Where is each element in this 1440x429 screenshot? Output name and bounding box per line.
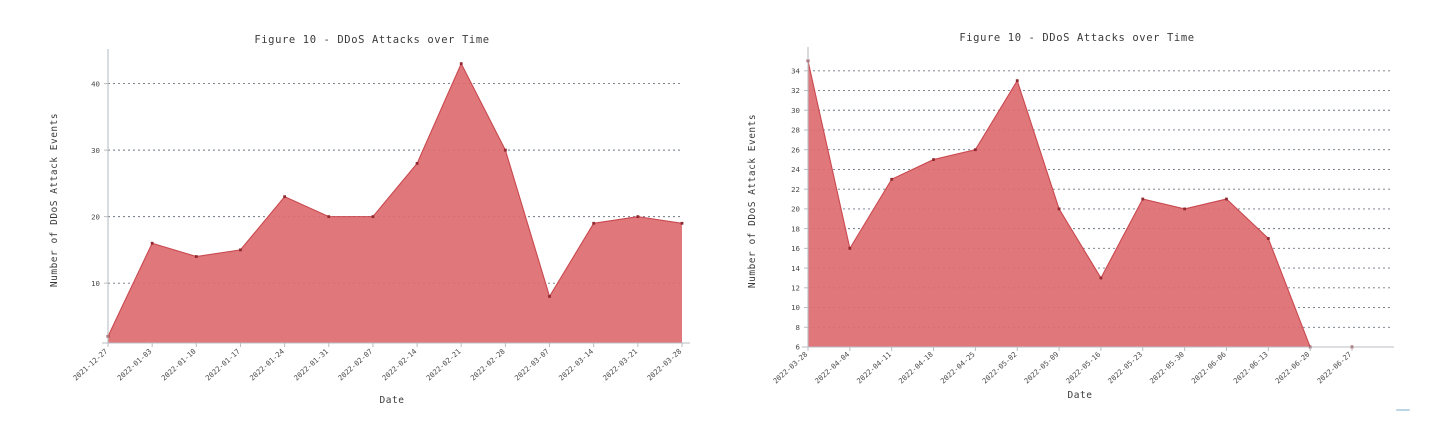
y-tick-label: 30 xyxy=(91,146,100,155)
x-tick-label: 2022-01-31 xyxy=(292,347,330,383)
x-axis-ticks: 2022-03-28 2022-04-04 2022-04-11 2022-04-18… xyxy=(771,347,1353,385)
data-point-marker xyxy=(848,246,852,250)
data-point-marker xyxy=(150,241,154,245)
area-series-line xyxy=(807,60,1352,348)
data-point-marker xyxy=(1266,237,1270,240)
x-tick-label: 2022-04-25 xyxy=(939,350,977,386)
data-point-marker xyxy=(680,221,684,225)
y-tick-label: 10 xyxy=(91,279,100,288)
y-axis-ticks: 10 20 30 40 xyxy=(91,79,108,288)
y-tick-label: 6 xyxy=(796,343,800,352)
data-point-marker xyxy=(1141,197,1145,201)
y-tick-label: 10 xyxy=(791,303,800,312)
chart-canvas-right: Figure 10 - DDoS Attacks over Time 6 8 10 12… xyxy=(747,32,1394,401)
x-axis-title: Date xyxy=(380,395,405,406)
data-point-marker xyxy=(973,148,977,152)
x-tick-label: 2022-03-28 xyxy=(771,350,809,386)
data-point-marker xyxy=(503,148,507,152)
data-point-marker xyxy=(932,158,935,161)
x-tick-label: 2022-01-17 xyxy=(204,347,242,383)
area-series-line xyxy=(107,62,683,337)
chart-panel-right: Figure 10 - DDoS Attacks over Time 6 8 10 12… xyxy=(720,0,1440,429)
x-tick-label: 2022-04-11 xyxy=(855,350,893,386)
x-tick-label: 2022-05-16 xyxy=(1064,350,1102,386)
area-series-fill xyxy=(108,63,682,344)
area-series-fill xyxy=(808,60,1352,348)
x-tick-label: 2022-01-03 xyxy=(115,347,153,383)
y-tick-label: 16 xyxy=(791,244,800,253)
x-axis-ticks: 2021-12-27 2022-01-03 2022-01-10 2022-01-17… xyxy=(71,343,683,382)
data-point-marker xyxy=(415,162,419,165)
y-tick-label: 8 xyxy=(796,323,800,332)
x-tick-label: 2021-12-27 xyxy=(71,347,109,383)
data-point-marker xyxy=(194,255,198,258)
x-tick-label: 2022-01-10 xyxy=(159,347,197,383)
y-tick-label: 18 xyxy=(791,224,800,233)
y-tick-label: 40 xyxy=(91,79,100,88)
chart-title: Figure 10 - DDoS Attacks over Time xyxy=(254,34,489,46)
x-tick-label: 2022-02-07 xyxy=(336,347,374,383)
x-tick-label: 2022-06-13 xyxy=(1231,350,1269,386)
data-point-marker xyxy=(636,215,640,219)
y-tick-label: 20 xyxy=(91,212,100,221)
y-tick-label: 14 xyxy=(791,264,800,273)
chart-canvas-left: Figure 10 - DDoS Attacks over Time 10 20 30… xyxy=(49,34,690,406)
x-axis-title: Date xyxy=(1068,390,1093,401)
x-tick-label: 2022-04-18 xyxy=(897,350,935,386)
x-tick-label: 2022-02-28 xyxy=(469,347,507,383)
x-tick-label: 2022-02-14 xyxy=(380,347,418,383)
x-tick-label: 2022-03-14 xyxy=(557,347,595,383)
x-tick-label: 2022-02-21 xyxy=(424,347,462,383)
x-tick-label: 2022-03-21 xyxy=(601,347,639,383)
data-point-marker xyxy=(371,215,375,219)
chart-panel-left: Figure 10 - DDoS Attacks over Time 10 20 30… xyxy=(49,34,690,406)
x-tick-label: 2022-03-28 xyxy=(645,347,683,383)
stray-blue-mark xyxy=(1396,409,1410,411)
y-tick-label: 20 xyxy=(791,205,800,214)
x-tick-label: 2022-05-23 xyxy=(1106,350,1144,386)
data-point-marker xyxy=(890,177,894,181)
data-point-marker xyxy=(548,295,551,298)
data-point-marker xyxy=(1225,197,1228,201)
data-point-marker xyxy=(327,215,331,219)
data-point-marker xyxy=(1099,276,1103,280)
data-point-marker xyxy=(283,195,287,199)
y-tick-label: 30 xyxy=(791,106,800,115)
data-point-marker xyxy=(1183,207,1187,211)
y-axis-title: Number of DDoS Attack Events xyxy=(747,114,758,288)
x-tick-label: 2022-06-27 xyxy=(1315,350,1353,386)
x-tick-label: 2022-06-06 xyxy=(1190,350,1228,386)
data-point-marker xyxy=(1057,207,1061,211)
x-tick-label: 2022-01-24 xyxy=(248,347,286,383)
x-tick-label: 2022-05-02 xyxy=(980,350,1018,386)
y-tick-label: 26 xyxy=(791,145,800,154)
chart-title: Figure 10 - DDoS Attacks over Time xyxy=(959,32,1194,44)
y-axis-ticks: 6 8 10 12 14 16 18 20 22 24 26 28 30 32 34 xyxy=(791,66,808,352)
x-tick-label: 2022-06-20 xyxy=(1273,350,1311,386)
x-tick-label: 2022-05-09 xyxy=(1022,350,1060,386)
ddos-area-chart-left: Figure 10 - DDoS Attacks over Time 10 20 30… xyxy=(49,34,690,406)
data-point-markers xyxy=(106,62,684,338)
data-point-marker xyxy=(459,62,463,66)
ddos-area-chart-right: Figure 10 - DDoS Attacks over Time 6 8 10 12… xyxy=(747,32,1394,401)
y-tick-label: 24 xyxy=(791,165,800,174)
y-tick-label: 12 xyxy=(791,284,800,293)
data-point-marker xyxy=(239,248,242,252)
data-point-marker xyxy=(592,221,596,225)
y-tick-label: 32 xyxy=(791,86,800,95)
x-tick-label: 2022-05-30 xyxy=(1148,350,1186,386)
y-tick-label: 28 xyxy=(791,126,800,135)
y-tick-label: 34 xyxy=(791,66,800,75)
x-tick-label: 2022-04-04 xyxy=(813,350,851,386)
x-tick-label: 2022-03-07 xyxy=(513,347,551,383)
y-axis-title: Number of DDoS Attack Events xyxy=(49,113,60,287)
y-tick-label: 22 xyxy=(791,185,800,194)
data-point-marker xyxy=(1015,79,1019,83)
